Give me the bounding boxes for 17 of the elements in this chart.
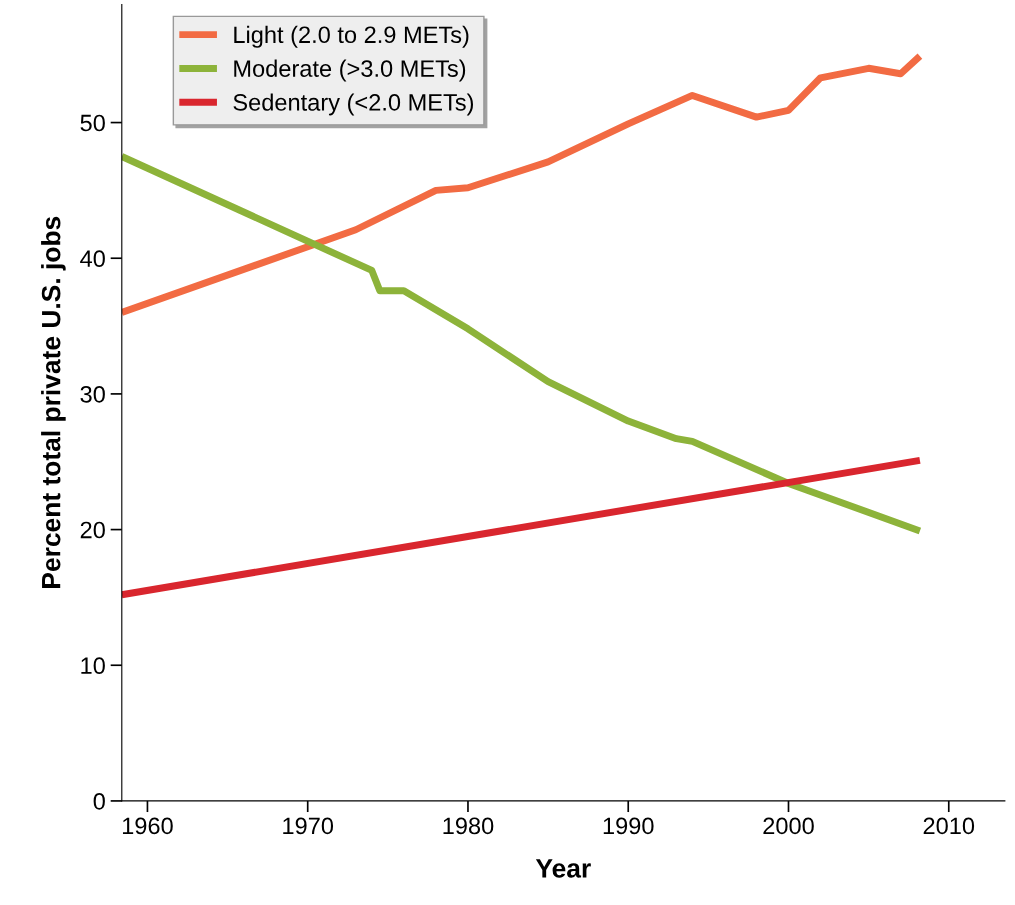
- y-tick-label: 30: [80, 385, 105, 403]
- x-tick-label: 1960: [122, 817, 173, 835]
- legend-label: Light (2.0 to 2.9 METs): [234, 25, 469, 48]
- y-tick-label: 10: [81, 657, 105, 675]
- y-tick-label: 20: [80, 521, 105, 539]
- x-tick-label: 1990: [603, 817, 654, 835]
- legend-label: Moderate (>3.0 METs): [234, 59, 466, 82]
- y-tick-label: 40: [80, 250, 105, 268]
- x-tick-label: 2010: [923, 817, 975, 835]
- y-axis-title: Percent total private U.S. jobs: [41, 216, 66, 588]
- legend-label: Sedentary (<2.0 METs): [233, 93, 474, 116]
- y-tick-label: 50: [80, 114, 105, 132]
- y-tick-label: 0: [93, 792, 105, 810]
- x-axis-title: Year: [535, 859, 591, 878]
- x-tick-label: 2000: [763, 817, 814, 835]
- x-tick-label: 1980: [443, 817, 494, 835]
- x-tick-label: 1970: [283, 817, 334, 835]
